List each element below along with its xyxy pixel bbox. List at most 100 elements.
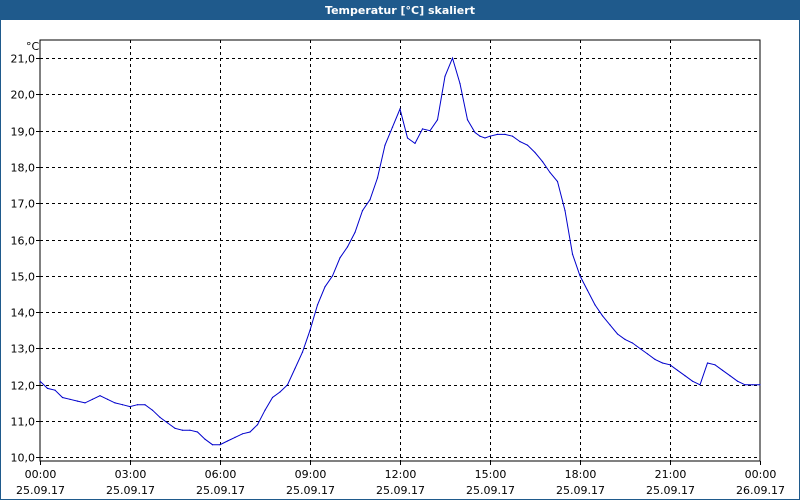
x-axis: 00:00 25.09.17 03:00 25.09.17 06:00 25.09.17 0…: [16, 461, 785, 497]
data-point: [504, 133, 506, 135]
y-tick-label: 14,0: [11, 307, 36, 320]
data-point: [279, 391, 281, 393]
data-point: [479, 135, 481, 137]
x-tick-label-date: 25.09.17: [286, 484, 335, 497]
data-point: [549, 171, 551, 174]
data-point: [114, 402, 116, 404]
data-point: [129, 406, 131, 408]
data-point: [601, 315, 604, 317]
data-point: [736, 380, 739, 382]
data-point: [489, 135, 491, 137]
data-point: [39, 380, 41, 382]
data-point: [76, 400, 79, 402]
data-point: [406, 137, 409, 139]
window-title: Temperatur [°C] skaliert: [1, 1, 799, 20]
data-point: [241, 433, 244, 435]
data-point: [331, 275, 334, 277]
data-point: [496, 133, 499, 135]
data-point: [526, 144, 529, 146]
data-point: [564, 210, 566, 212]
y-unit-label: °C: [26, 40, 40, 53]
data-point: [384, 144, 386, 146]
data-point: [69, 398, 71, 400]
data-point: [309, 329, 311, 331]
data-point: [541, 161, 544, 163]
data-point: [729, 375, 731, 377]
data-point: [586, 289, 589, 291]
x-tick-label-time: 06:00: [205, 468, 237, 481]
grid: [40, 40, 760, 461]
y-tick-label: 17,0: [11, 198, 36, 211]
data-point: [399, 108, 401, 110]
data-point: [714, 364, 716, 366]
data-point: [474, 131, 476, 134]
data-point: [264, 409, 266, 411]
data-point: [166, 422, 169, 424]
data-point: [484, 137, 486, 139]
y-tick-label: 12,0: [11, 380, 36, 393]
data-point: [571, 253, 574, 255]
data-point: [421, 128, 424, 130]
y-tick-label: 15,0: [11, 271, 36, 284]
data-point: [249, 431, 251, 433]
data-point: [54, 389, 56, 391]
data-point: [759, 384, 761, 386]
data-point: [721, 369, 724, 371]
y-tick-label: 21,0: [11, 53, 36, 66]
data-point: [661, 362, 664, 364]
data-point: [639, 347, 641, 350]
data-point: [391, 126, 394, 128]
x-tick-label-date: 25.09.17: [646, 484, 695, 497]
data-point: [219, 444, 221, 446]
data-point: [211, 444, 214, 446]
data-point: [751, 384, 754, 386]
data-point: [46, 387, 49, 389]
data-point: [624, 338, 626, 340]
data-point: [691, 380, 694, 382]
data-point: [226, 440, 229, 442]
data-point: [436, 119, 439, 121]
data-point: [511, 135, 514, 137]
y-tick-label: 11,0: [11, 416, 36, 429]
x-tick-label-date: 25.09.17: [196, 484, 245, 497]
data-point: [594, 304, 596, 306]
data-point: [376, 177, 379, 179]
data-point: [459, 83, 461, 85]
data-point: [699, 384, 701, 386]
y-tick-label: 18,0: [11, 162, 36, 175]
x-tick-label-date: 25.09.17: [556, 484, 605, 497]
x-tick-label-date: 25.09.17: [376, 484, 425, 497]
data-point: [361, 210, 364, 212]
data-point: [684, 375, 686, 377]
data-point: [466, 119, 469, 121]
y-tick-label: 16,0: [11, 235, 36, 248]
x-tick-label-time: 12:00: [385, 468, 417, 481]
x-tick-label-time: 18:00: [565, 468, 597, 481]
data-point: [429, 130, 431, 132]
data-point: [256, 424, 259, 426]
data-point: [301, 351, 304, 353]
data-point: [196, 431, 199, 433]
data-point: [181, 429, 184, 431]
data-point: [519, 141, 521, 143]
data-point: [316, 304, 319, 306]
y-tick-label: 13,0: [11, 343, 36, 356]
data-point: [631, 342, 634, 344]
data-point: [294, 367, 296, 370]
data-point: [84, 402, 86, 404]
temperature-series-line: [39, 56, 760, 446]
data-point: [616, 333, 619, 335]
data-point: [106, 398, 109, 400]
data-point: [189, 429, 191, 431]
data-point: [646, 353, 649, 355]
data-points: [39, 57, 761, 446]
data-point: [706, 362, 709, 364]
data-point: [354, 231, 356, 233]
data-point: [669, 364, 671, 366]
data-point: [159, 416, 161, 418]
data-point: [654, 358, 656, 360]
data-point: [579, 275, 581, 277]
x-tick-label-date: 25.09.17: [466, 484, 515, 497]
x-tick-label-time: 00:00: [745, 468, 777, 481]
